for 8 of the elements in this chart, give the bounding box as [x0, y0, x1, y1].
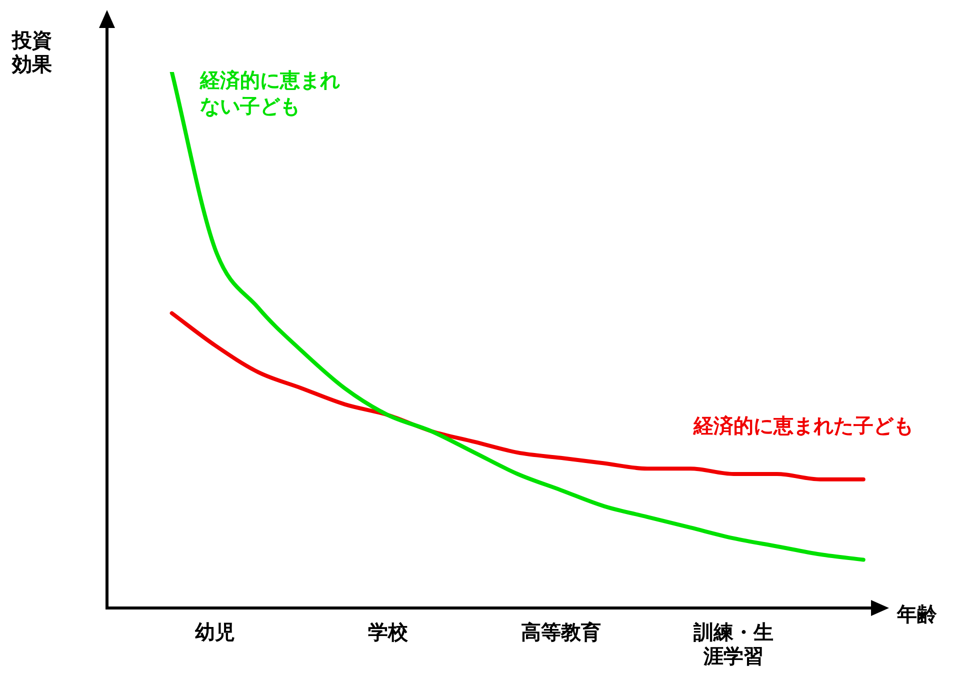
y-axis-title: 投資効果 [11, 28, 53, 76]
series-label: 経済的に恵まれない子ども [198, 68, 340, 118]
x-tick-label: 高等教育 [520, 620, 601, 644]
x-tick-label: 幼児 [195, 620, 236, 644]
x-tick-label: 訓練・生涯学習 [692, 620, 774, 668]
series-label: 経済的に恵まれた子ども [692, 414, 914, 438]
x-tick-label: 学校 [368, 620, 409, 644]
x-axis-title: 年齢 [896, 602, 938, 626]
